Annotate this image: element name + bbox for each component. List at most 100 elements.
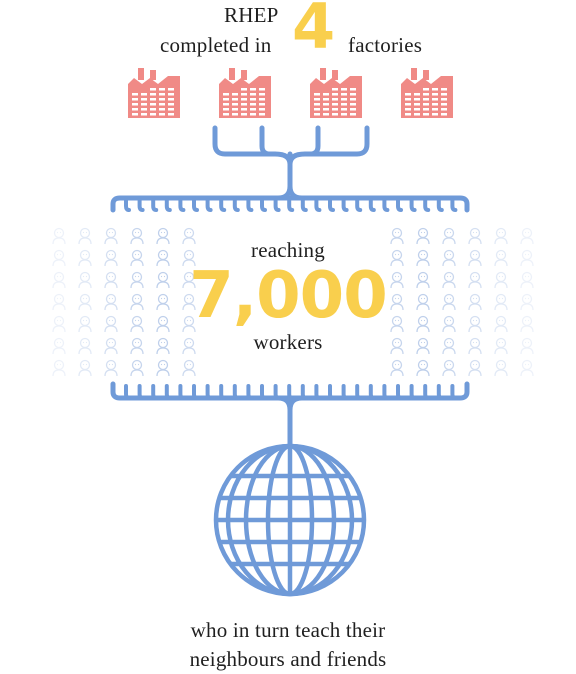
person-icon [442,315,456,333]
person-icon [130,337,144,355]
person-icon [494,293,508,311]
header-line-2-suffix: factories [348,33,423,57]
person-icon [416,337,430,355]
person-icon [182,249,196,267]
person-icon [494,315,508,333]
person-icon [130,315,144,333]
person-icon [182,271,196,289]
globe-icon [213,443,367,597]
person-icon [416,293,430,311]
person-icon [52,337,66,355]
person-icon [468,337,482,355]
factory-icon [401,68,453,118]
person-icon [390,337,404,355]
person-icon [156,337,170,355]
person-icon [130,359,144,377]
person-icon [494,227,508,245]
factory-row [128,68,453,118]
person-icon [104,315,118,333]
person-icon [182,293,196,311]
person-icon [182,315,196,333]
person-icon [416,271,430,289]
reach-suffix: workers [253,330,323,354]
workers-count: 7,000 [189,259,387,333]
person-icon [390,249,404,267]
caption: who in turn teach their neighbours and f… [0,616,576,674]
person-icon [78,293,92,311]
person-icon [104,359,118,377]
person-icon [78,359,92,377]
person-icon [442,271,456,289]
person-icon [468,227,482,245]
person-icon [104,271,118,289]
person-icon [390,315,404,333]
person-icon [156,249,170,267]
person-icon [156,271,170,289]
person-icon [468,293,482,311]
person-icon [52,249,66,267]
header-line-2-prefix: completed in [160,33,272,57]
person-icon [78,337,92,355]
person-icon [520,359,534,377]
person-icon [156,227,170,245]
person-icon [520,271,534,289]
person-icon [520,293,534,311]
person-icon [130,271,144,289]
person-icon [182,359,196,377]
person-icon [416,359,430,377]
factory-icon [219,68,271,118]
person-icon [390,293,404,311]
person-icon [442,337,456,355]
person-icon [52,359,66,377]
caption-line-1: who in turn teach their [190,618,386,642]
person-icon [52,315,66,333]
person-icon [520,315,534,333]
person-icon [390,227,404,245]
person-icon [156,359,170,377]
factory-icon [128,68,180,118]
person-icon [442,227,456,245]
person-icon [468,315,482,333]
person-icon [468,271,482,289]
person-icon [52,293,66,311]
person-icon [468,249,482,267]
people-background [52,227,534,377]
person-icon [520,249,534,267]
person-icon [130,227,144,245]
caption-line-2: neighbours and friends [189,647,387,671]
factory-count: 4 [292,0,336,63]
person-icon [182,337,196,355]
person-icon [520,227,534,245]
person-icon [130,249,144,267]
factory-icon [310,68,362,118]
person-icon [52,227,66,245]
person-icon [104,227,118,245]
person-icon [390,359,404,377]
person-icon [78,315,92,333]
person-icon [442,359,456,377]
person-icon [416,315,430,333]
person-icon [494,271,508,289]
person-icon [416,227,430,245]
person-icon [442,293,456,311]
reach-prefix: reaching [251,238,325,262]
person-icon [416,249,430,267]
person-icon [156,315,170,333]
person-icon [78,249,92,267]
person-icon [52,271,66,289]
person-icon [104,337,118,355]
person-icon [494,359,508,377]
person-icon [494,337,508,355]
person-icon [104,293,118,311]
person-icon [78,271,92,289]
person-icon [104,249,118,267]
person-icon [520,337,534,355]
person-icon [78,227,92,245]
person-icon [442,249,456,267]
header-line-1: RHEP [224,3,279,27]
person-icon [130,293,144,311]
person-icon [182,227,196,245]
person-icon [494,249,508,267]
person-icon [156,293,170,311]
